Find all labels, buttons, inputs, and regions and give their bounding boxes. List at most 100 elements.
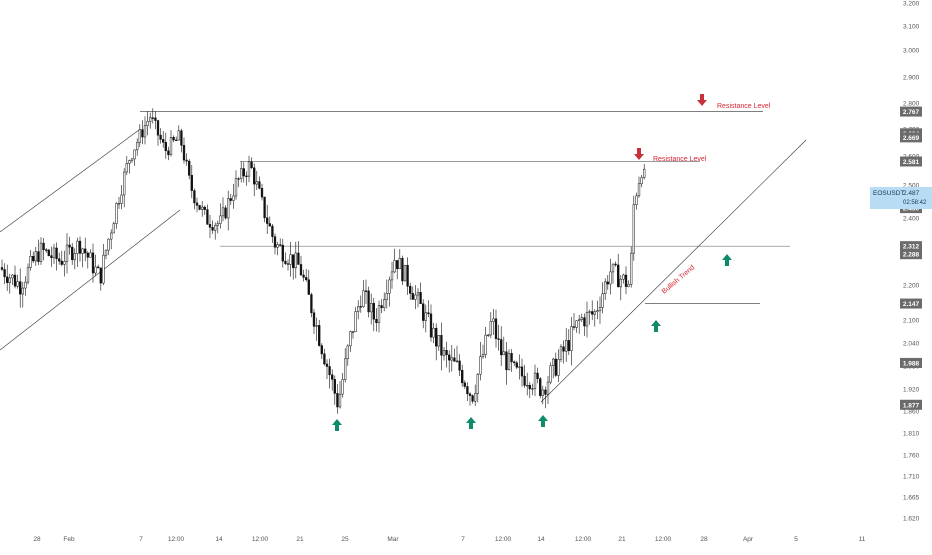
candle [580,313,583,323]
candle [635,192,638,210]
candle [185,153,188,166]
candle [229,193,232,205]
candle [11,273,14,285]
candle [58,252,61,265]
candle [546,375,550,405]
candle [403,264,407,282]
bullish-trend-line [540,139,807,403]
candle [180,128,183,153]
channel-lower-line [0,209,181,351]
x-tick-label: Mar [387,536,399,543]
candle [601,282,604,314]
time-axis[interactable]: 28 Feb 7 12:00 14 12:00 21 25 Mar 7 12:00 14 12:00 21… [33,536,865,543]
candle [544,386,547,409]
price-label: 2.312 [900,241,922,252]
candle [289,242,292,277]
candle [146,111,149,136]
candle [484,326,487,359]
candle [294,241,297,279]
candle [372,297,375,332]
candle [598,296,602,324]
candle [164,132,167,159]
candle [221,197,225,222]
candle [177,125,180,141]
candle [219,203,222,229]
candle [448,350,451,373]
x-tick-label: Apr [743,536,754,543]
candle [91,243,95,283]
candle [497,324,500,351]
candle [89,249,92,258]
candle [349,330,352,352]
symbol-text: EOSUSDT [873,190,904,197]
y-tick-label: 1.810 [903,431,920,438]
candle [136,138,139,156]
y-tick-label: 2.900 [903,75,920,82]
candle [429,304,433,342]
candle [216,220,219,234]
candle [310,292,313,318]
candle [375,308,378,332]
candle [24,276,27,296]
candle [559,344,563,363]
candle [159,128,162,144]
candle [596,300,599,320]
up-arrow-icon [722,254,732,266]
candle [117,196,121,209]
symbol-badge: EOSUSDT 2.487 02:58:42 [870,187,932,209]
candle [227,190,230,231]
candle [604,278,607,300]
candle [331,369,334,391]
candle [632,195,635,261]
candle [94,254,97,277]
candle [466,382,469,401]
candle [76,237,79,267]
candle [26,263,30,285]
signal-arrows [332,94,732,431]
x-tick-label: 7 [139,536,143,543]
candle [494,309,498,348]
candle [71,243,74,265]
candle [86,251,89,269]
candle [377,300,381,333]
candle [206,204,209,225]
candle [422,299,425,329]
candle [258,176,261,190]
y-tick-label: 1.760 [903,453,920,460]
down-arrow-icon [634,148,644,160]
candle [585,301,589,338]
candle [588,309,591,325]
svg-text:1.988: 1.988 [903,360,920,367]
y-tick-label: 3.000 [903,48,920,55]
candle [271,224,274,243]
candle [562,340,565,364]
candle [328,358,331,389]
price-axis[interactable]: 3.2003.1003.0002.9002.8002.7002.6002.500… [903,1,920,523]
candle [156,119,160,146]
candle [606,275,609,290]
candle [578,314,581,334]
price-label: 2.147 [900,298,922,309]
candle [619,275,622,301]
svg-text:2.147: 2.147 [903,301,920,308]
down-arrow-icon [697,94,707,106]
candle [416,288,420,308]
candle [133,149,136,166]
candle [260,183,264,201]
candle [21,281,24,308]
candle [435,323,438,361]
y-tick-label: 3.200 [903,1,920,8]
price-label: 2.669 [900,132,922,143]
y-tick-label: 1.620 [903,516,920,523]
x-tick-label: 28 [700,536,708,543]
candle [583,313,586,336]
candle [388,276,391,307]
candle [302,269,305,282]
candle [276,241,279,256]
candle [474,384,477,407]
svg-text:2.430: 2.430 [903,206,920,213]
candle [107,238,110,256]
y-tick-label: 1.860 [903,409,920,416]
